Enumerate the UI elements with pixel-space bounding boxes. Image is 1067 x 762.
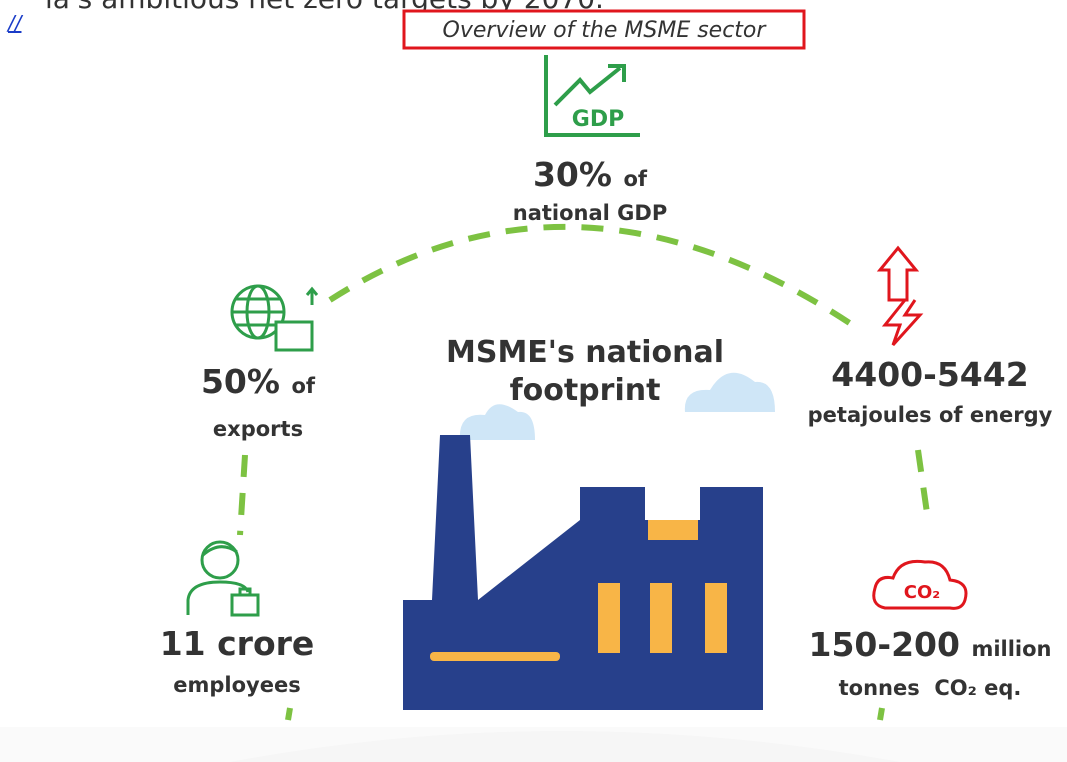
- value: 150-200: [808, 625, 959, 664]
- co2-icon: CO₂: [874, 561, 966, 608]
- title-line: MSME's national: [446, 335, 724, 370]
- stat-label: national GDP: [513, 201, 667, 225]
- value: 30%: [533, 155, 612, 194]
- page-bottom: [0, 727, 1067, 762]
- icon-label: GDP: [572, 107, 624, 132]
- employee-icon: [188, 542, 258, 615]
- caption: Overview of the MSME sector: [443, 18, 768, 43]
- link[interactable]: //: [6, 11, 24, 35]
- unit: million: [971, 637, 1051, 661]
- page: {"page":{"clipped_heading":"ia's ambitio…: [0, 0, 1067, 762]
- gdp-icon: GDP: [546, 55, 640, 135]
- unit: of: [291, 374, 315, 398]
- stat-label: tonnes CO₂ eq.: [839, 676, 1022, 700]
- stat-label: petajoules of energy: [808, 403, 1053, 427]
- stat-value: 4400-5442: [831, 355, 1028, 394]
- stat-label: employees: [173, 673, 300, 697]
- stat-value: 11 crore: [160, 624, 315, 663]
- energy-icon: [880, 248, 920, 345]
- value: 50%: [201, 362, 280, 401]
- stat-label: exports: [213, 417, 303, 441]
- stat-value: 50% of: [201, 362, 316, 401]
- title-line: footprint: [510, 373, 661, 408]
- screenshot: ia's ambitious net zero targets by 2070.…: [0, 0, 1067, 762]
- unit: of: [623, 167, 647, 191]
- stat-value: 150-200 million: [808, 625, 1051, 664]
- stat-value: 30% of: [533, 155, 648, 194]
- factory: [403, 435, 763, 710]
- icon-label: CO₂: [904, 582, 940, 603]
- export-icon: [232, 286, 317, 350]
